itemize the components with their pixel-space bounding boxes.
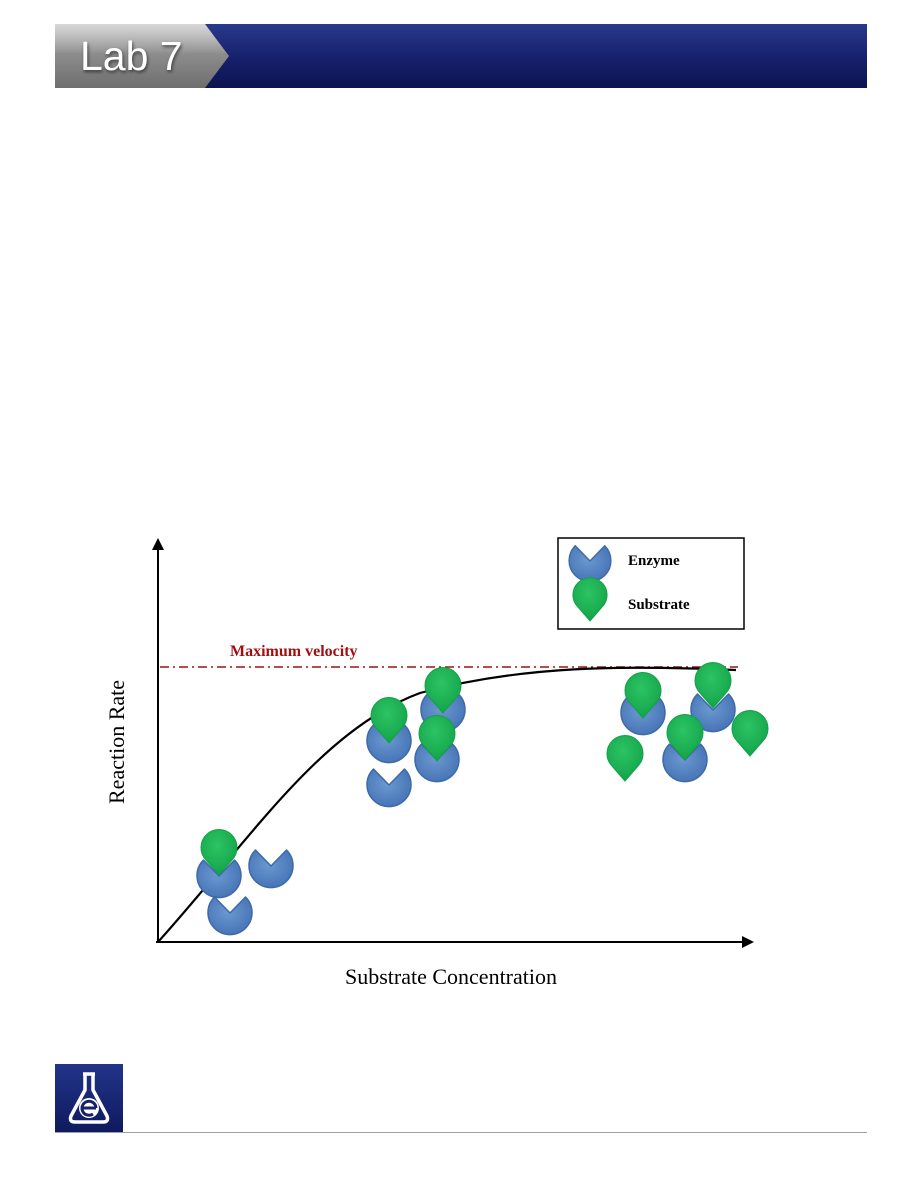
maximum-velocity-label: Maximum velocity <box>230 643 358 660</box>
legend: Enzyme Substrate <box>557 537 745 630</box>
header-tab <box>55 24 229 88</box>
x-axis-label: Substrate Concentration <box>345 964 557 989</box>
substrate-icon <box>731 710 769 757</box>
page-title: Lab 7 <box>80 33 183 79</box>
footer-divider <box>55 1132 867 1133</box>
y-axis-label: Reaction Rate <box>104 680 129 804</box>
legend-enzyme-label: Enzyme <box>628 553 680 569</box>
logo <box>55 1064 123 1132</box>
legend-substrate-label: Substrate <box>628 597 690 613</box>
enzyme-icon <box>366 768 412 808</box>
header-tab-shine <box>55 24 227 54</box>
enzyme-icon <box>207 896 253 936</box>
enzyme-icon <box>248 849 294 889</box>
substrate-icon <box>606 735 644 782</box>
flask-e-icon <box>68 1072 110 1124</box>
